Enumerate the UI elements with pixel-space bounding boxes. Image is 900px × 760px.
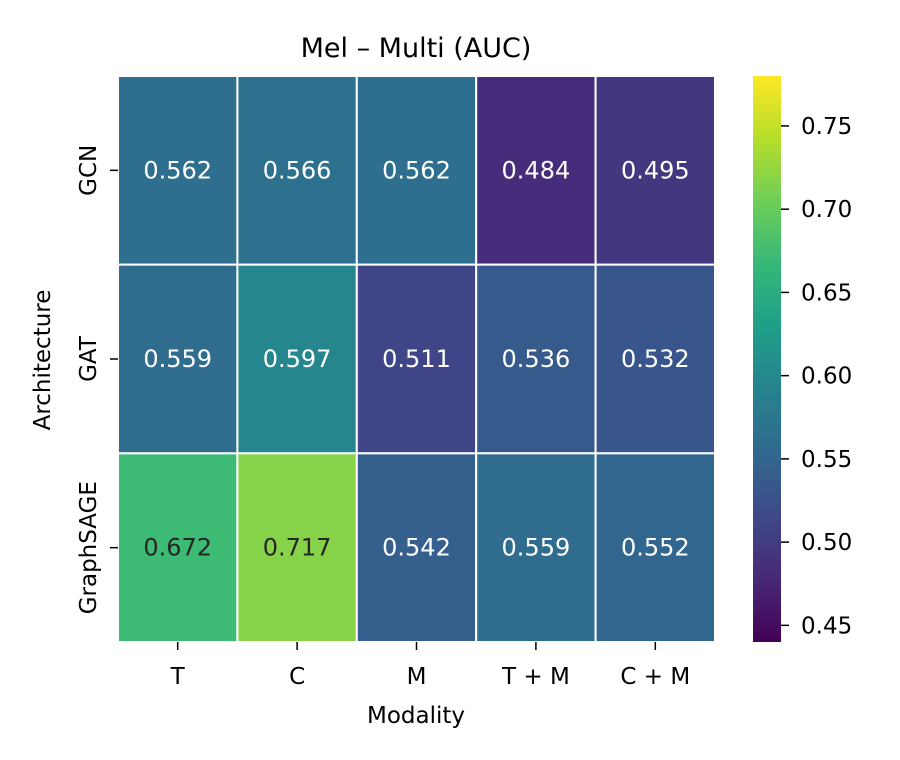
colorbar-gradient (753, 76, 781, 642)
y-axis: GCN GAT GraphSAGE (76, 145, 118, 614)
heatmap-cell (475, 452, 597, 644)
heatmap-cell (475, 75, 597, 266)
cell-value-label: 0.559 (143, 345, 212, 373)
colorbar-tick-label: 0.65 (801, 280, 852, 306)
heatmap-cell (236, 452, 358, 644)
heatmap-cell (117, 263, 239, 455)
colorbar-tick-label: 0.75 (801, 114, 852, 140)
y-axis-label: Architecture (30, 290, 56, 431)
y-tick-label: GraphSAGE (76, 481, 102, 614)
colorbar: 0.45 0.50 0.55 0.60 0.65 0.70 0.75 (753, 76, 852, 642)
cell-value-label: 0.552 (621, 534, 690, 562)
cell-value-label: 0.495 (621, 156, 690, 184)
chart-title: Mel – Multi (AUC) (301, 33, 532, 64)
cell-value-label: 0.597 (263, 345, 332, 373)
x-tick-label: C + M (620, 664, 690, 690)
colorbar-ticks: 0.45 0.50 0.55 0.60 0.65 0.70 0.75 (781, 114, 852, 639)
cell-value-label: 0.717 (263, 534, 332, 562)
heatmap-cell (355, 263, 478, 455)
heatmap-cell (355, 75, 478, 266)
colorbar-tick-label: 0.70 (801, 197, 852, 223)
heatmap-cell (594, 452, 716, 644)
cell-value-label: 0.562 (382, 156, 451, 184)
heatmap-cell (117, 75, 239, 266)
heatmap-cell (594, 263, 716, 455)
heatmap-cell (594, 75, 716, 266)
colorbar-tick-label: 0.60 (801, 364, 852, 390)
cell-value-label: 0.484 (502, 156, 571, 184)
cell-value-label: 0.542 (382, 534, 451, 562)
x-axis: T C M T + M C + M (170, 642, 690, 690)
x-tick-label: T + M (501, 664, 570, 690)
cell-value-label: 0.566 (263, 156, 332, 184)
x-tick-label: C (289, 664, 305, 690)
cell-value-label: 0.672 (143, 534, 212, 562)
y-tick-label: GAT (76, 335, 102, 382)
heatmap-cells: 0.562 0.566 0.562 0.484 0.495 0.559 0.597 0.511… (117, 75, 716, 644)
x-axis-label: Modality (367, 703, 465, 729)
cell-value-label: 0.511 (382, 345, 451, 373)
y-tick-label: GCN (76, 145, 102, 196)
heatmap-cell (236, 75, 358, 266)
cell-value-label: 0.559 (502, 534, 571, 562)
colorbar-tick-label: 0.55 (801, 447, 852, 473)
x-tick-label: M (407, 664, 427, 690)
colorbar-tick-label: 0.50 (801, 530, 852, 556)
heatmap-cell (355, 452, 478, 644)
colorbar-tick-label: 0.45 (801, 613, 852, 639)
x-tick-label: T (170, 664, 186, 690)
cell-value-label: 0.562 (143, 156, 212, 184)
cell-value-label: 0.536 (502, 345, 571, 373)
cell-value-label: 0.532 (621, 345, 690, 373)
